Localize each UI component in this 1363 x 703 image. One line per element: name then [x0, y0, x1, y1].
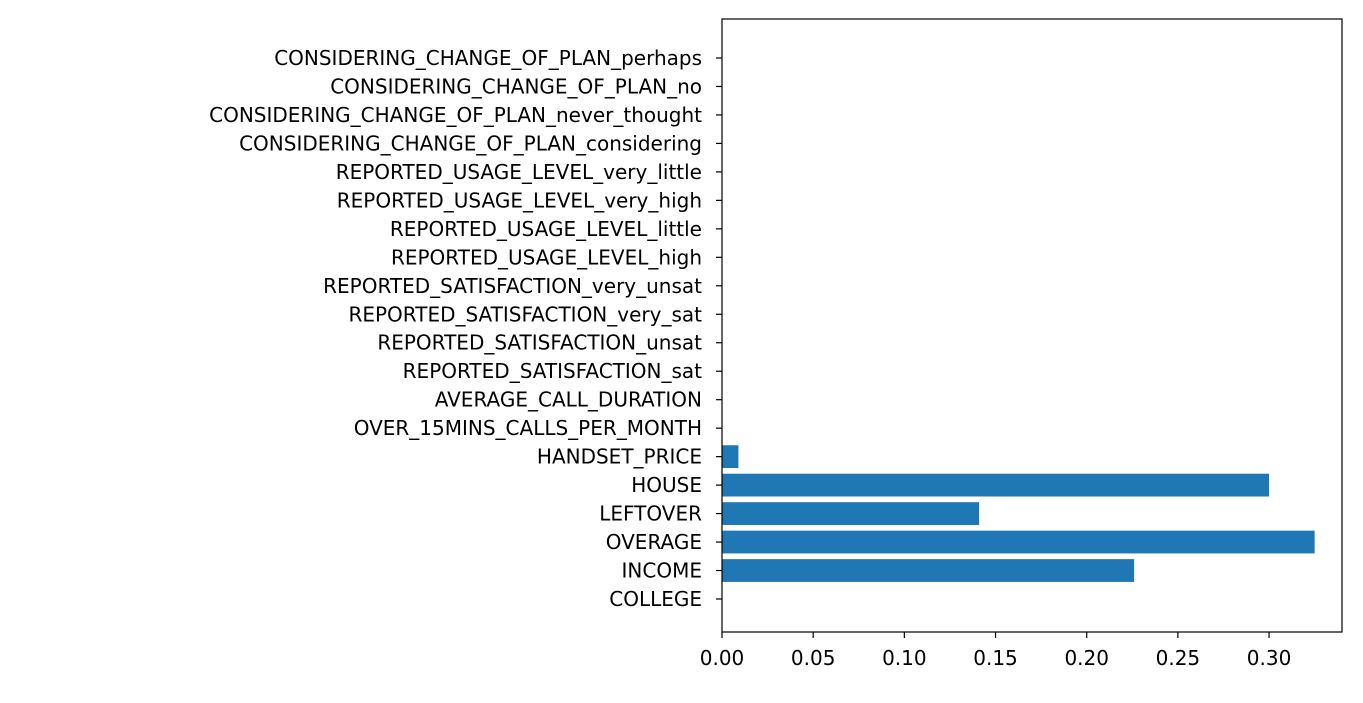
- x-tick-label: 0.10: [882, 646, 927, 670]
- y-tick-label: HOUSE: [631, 473, 702, 497]
- x-tick-label: 0.20: [1064, 646, 1109, 670]
- bar-income: [722, 559, 1135, 582]
- y-tick-label: CONSIDERING_CHANGE_OF_PLAN_no: [330, 74, 702, 98]
- y-tick-label: OVERAGE: [606, 530, 702, 554]
- bar-house: [722, 473, 1270, 497]
- y-tick-label: CONSIDERING_CHANGE_OF_PLAN_perhaps: [274, 46, 702, 70]
- x-axis-ticks: 0.00 0.05 0.10 0.15 0.20 0.25 0.30: [700, 632, 1292, 670]
- plot-frame: [721, 18, 1343, 633]
- x-tick-label: 0.25: [1156, 646, 1201, 670]
- y-tick-label: LEFTOVER: [599, 502, 702, 526]
- y-tick-label: REPORTED_SATISFACTION_very_unsat: [323, 274, 702, 298]
- x-tick-label: 0.30: [1247, 646, 1292, 670]
- y-tick-label: AVERAGE_CALL_DURATION: [435, 388, 702, 412]
- bars-group: [722, 445, 1315, 582]
- y-tick-label: REPORTED_SATISFACTION_sat: [403, 359, 702, 383]
- y-axis-ticks: COLLEGE INCOME OVERAGE LEFTOVER HOUSE HANDSET…: [209, 46, 722, 611]
- x-tick-label: 0.05: [791, 646, 836, 670]
- y-tick-label: REPORTED_SATISFACTION_very_sat: [348, 302, 702, 326]
- x-tick-label: 0.15: [973, 646, 1018, 670]
- y-tick-label: CONSIDERING_CHANGE_OF_PLAN_never_thought: [209, 103, 702, 127]
- y-tick-label: HANDSET_PRICE: [537, 445, 702, 469]
- y-tick-label: REPORTED_SATISFACTION_unsat: [377, 331, 702, 355]
- y-tick-label: REPORTED_USAGE_LEVEL_very_high: [337, 188, 702, 212]
- y-tick-label: REPORTED_USAGE_LEVEL_little: [390, 217, 702, 241]
- y-tick-label: REPORTED_USAGE_LEVEL_high: [391, 245, 702, 269]
- y-tick-label: CONSIDERING_CHANGE_OF_PLAN_considering: [239, 131, 702, 155]
- y-tick-label: COLLEGE: [609, 587, 702, 611]
- y-tick-label: REPORTED_USAGE_LEVEL_very_little: [336, 160, 702, 184]
- bar-handset_price: [722, 445, 739, 469]
- y-tick-label: OVER_15MINS_CALLS_PER_MONTH: [354, 416, 702, 440]
- y-tick-label: INCOME: [622, 559, 702, 583]
- bar-overage: [722, 530, 1315, 554]
- bar-leftover: [722, 502, 980, 525]
- x-tick-label: 0.00: [700, 646, 745, 670]
